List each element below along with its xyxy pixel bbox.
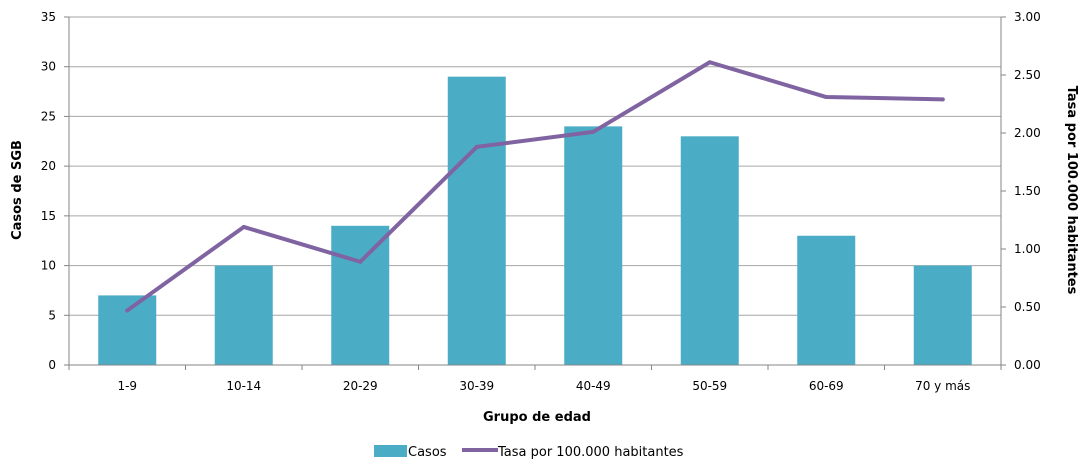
- bar-casos: [331, 225, 390, 365]
- bar-casos: [913, 265, 972, 365]
- y2-tick-label: 2.50: [1014, 68, 1041, 82]
- y2-tick-label: 1.50: [1014, 184, 1041, 198]
- bar-casos: [680, 136, 739, 365]
- point-tasa: [125, 308, 130, 313]
- y-tick-label: 10: [41, 259, 56, 273]
- point-tasa: [940, 97, 945, 102]
- y2-axis-title: Tasa por 100.000 habitantes: [1064, 86, 1079, 295]
- bar-series-casos: [98, 76, 972, 366]
- bar-casos: [447, 76, 506, 366]
- y-tick-label: 5: [48, 308, 56, 322]
- x-tick-label: 20-29: [343, 379, 378, 393]
- y2-tick-label: 3.00: [1014, 10, 1041, 24]
- legend: Casos Tasa por 100.000 habitantes: [374, 445, 684, 459]
- y-axis-title: Casos de SGB: [10, 140, 25, 240]
- y-tick-label: 35: [41, 10, 56, 24]
- y-tick-label: 20: [41, 159, 56, 173]
- y2-tick-label: 0.00: [1014, 358, 1041, 372]
- point-tasa: [591, 129, 596, 134]
- x-tick-label: 70 y más: [915, 379, 970, 393]
- line-tasa: [125, 60, 945, 313]
- line-series-tasa: [125, 60, 945, 313]
- x-tick-label: 50-59: [692, 379, 727, 393]
- y2-tick-label: 2.00: [1014, 126, 1041, 140]
- x-tick-label: 10-14: [226, 379, 261, 393]
- legend-label-casos: Casos: [408, 445, 447, 459]
- x-tick-label: 40-49: [576, 379, 611, 393]
- bar-casos: [214, 265, 273, 365]
- point-tasa: [824, 95, 829, 100]
- point-tasa: [358, 259, 363, 264]
- x-tick-label: 60-69: [809, 379, 844, 393]
- y2-tick-label: 1.00: [1014, 242, 1041, 256]
- x-tick-label: 30-39: [459, 379, 494, 393]
- point-tasa: [707, 60, 712, 65]
- point-tasa: [474, 144, 479, 149]
- legend-label-tasa: Tasa por 100.000 habitantes: [497, 445, 684, 459]
- x-axis-title: Grupo de edad: [483, 410, 591, 425]
- point-tasa: [241, 224, 246, 229]
- y-tick-label: 30: [41, 60, 56, 74]
- axes: [64, 16, 1006, 370]
- y-tick-label: 25: [41, 109, 56, 123]
- x-tick-label: 1-9: [117, 379, 137, 393]
- legend-swatch-casos: [374, 445, 407, 457]
- bar-casos: [564, 126, 623, 365]
- y-tick-label: 0: [48, 358, 56, 372]
- tick-labels: 0 5 10 15 20 25 30 35 0.00 0.50 1.00 1.50 2.00 2.50 3.…: [41, 10, 1041, 393]
- y-tick-label: 15: [41, 209, 56, 223]
- gridlines: [69, 16, 1001, 316]
- bar-casos: [797, 235, 856, 365]
- y2-tick-label: 0.50: [1014, 300, 1041, 314]
- bar-casos: [98, 295, 157, 365]
